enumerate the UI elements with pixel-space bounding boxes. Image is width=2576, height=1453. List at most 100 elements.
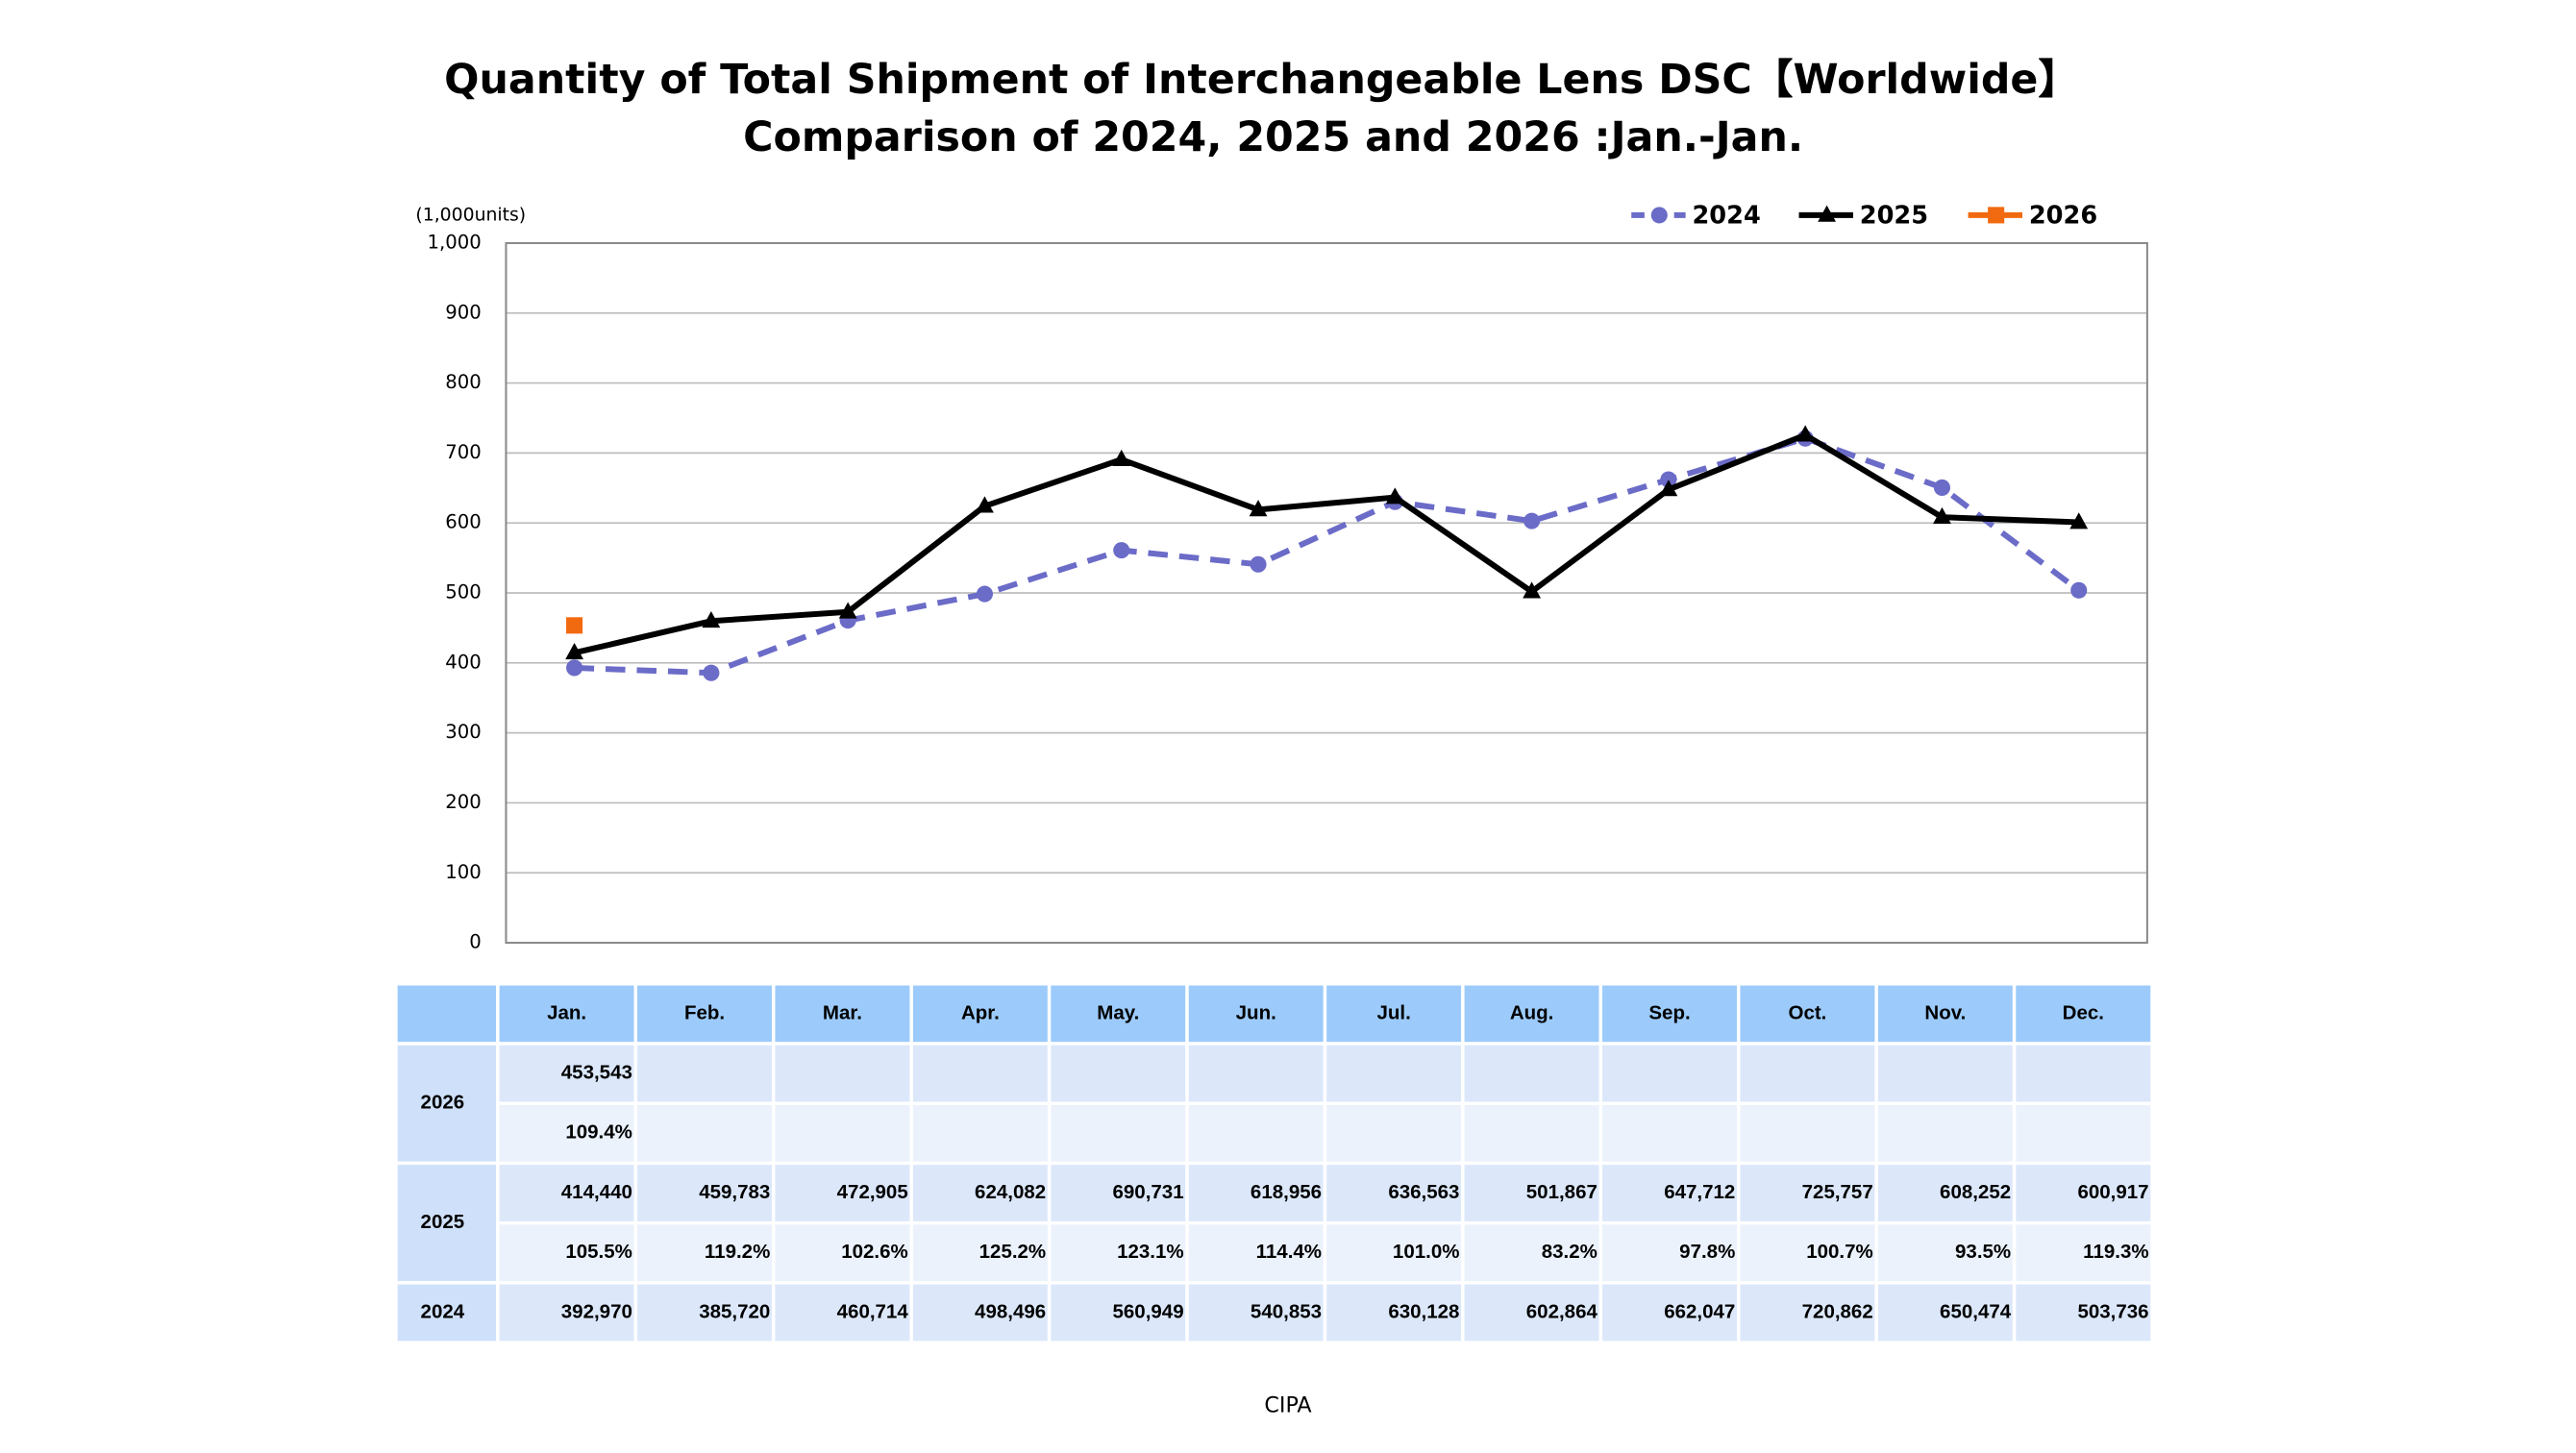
y-tick-label: 500 xyxy=(445,581,482,603)
table-cell xyxy=(1598,1042,1741,1105)
table-cell xyxy=(1185,1042,1327,1105)
table-header-cell xyxy=(2012,982,2154,1046)
table-cell xyxy=(496,1220,638,1285)
table-row-header-cell xyxy=(394,1281,500,1344)
table-cell xyxy=(772,1281,913,1344)
legend-marker xyxy=(1988,207,2005,224)
table-value: 109.4% xyxy=(565,1121,632,1144)
y-tick-label: 0 xyxy=(469,931,482,953)
table-row-header: 2026 xyxy=(421,1092,465,1114)
table-header: Apr. xyxy=(961,1001,1000,1023)
table-cell xyxy=(1323,1101,1465,1166)
point xyxy=(1523,581,1541,599)
table-value: 630,128 xyxy=(1388,1300,1459,1322)
table-header-cell xyxy=(394,982,500,1046)
table-cell xyxy=(772,1042,913,1105)
table-value: 83.2% xyxy=(1542,1241,1598,1263)
line xyxy=(573,431,2079,656)
point xyxy=(1249,500,1268,517)
table-cell xyxy=(1874,1220,2017,1285)
point xyxy=(1112,449,1131,466)
point xyxy=(976,585,993,603)
table-value: 662,047 xyxy=(1664,1300,1735,1322)
table-cell xyxy=(1185,1101,1327,1166)
point xyxy=(565,643,583,660)
table-value: 503,736 xyxy=(2077,1300,2148,1322)
table-header-cell xyxy=(1874,982,2017,1046)
table-value: 600,917 xyxy=(2077,1181,2148,1203)
table-cell xyxy=(772,1161,913,1225)
table-cell xyxy=(1598,1281,1741,1344)
y-tick-label: 700 xyxy=(445,441,482,463)
table-cell xyxy=(909,1281,1052,1344)
table-value: 624,082 xyxy=(975,1181,1046,1203)
table-value: 102.6% xyxy=(841,1241,908,1263)
table-value: 498,496 xyxy=(975,1300,1046,1322)
table-value: 725,757 xyxy=(1802,1181,1873,1203)
legend-marker xyxy=(1650,207,1668,224)
table-cell xyxy=(633,1042,776,1105)
legend-marker xyxy=(1818,205,1837,222)
y-tick-label: 600 xyxy=(445,511,482,533)
line xyxy=(574,435,2081,677)
table-header: Oct. xyxy=(1789,1001,1827,1023)
point xyxy=(838,602,857,619)
table-value: 97.8% xyxy=(1679,1241,1735,1263)
point xyxy=(566,659,583,677)
point xyxy=(1933,506,1951,525)
y-tick-label: 800 xyxy=(445,371,482,393)
table-value: 501,867 xyxy=(1526,1181,1598,1203)
table-value: 560,949 xyxy=(1113,1300,1184,1322)
point xyxy=(702,611,721,628)
table-header-cell xyxy=(1185,982,1327,1046)
table-row-header: 2025 xyxy=(421,1211,465,1233)
point xyxy=(1385,487,1404,505)
y-axis-label: (1,000units) xyxy=(415,205,526,225)
point xyxy=(1933,479,1951,496)
table-cell xyxy=(1461,1281,1603,1344)
table-cell xyxy=(1874,1161,2017,1225)
table-value: 608,252 xyxy=(1940,1181,2011,1203)
point xyxy=(1659,480,1678,497)
table-value: 618,956 xyxy=(1251,1181,1322,1203)
legend-label: 2024 xyxy=(1692,202,1760,231)
point xyxy=(703,664,720,681)
table-cell xyxy=(633,1101,776,1166)
table-cell xyxy=(1323,1281,1465,1344)
point xyxy=(566,617,583,634)
table-header: May. xyxy=(1097,1001,1139,1023)
point xyxy=(1250,555,1267,573)
table-value: 453,543 xyxy=(561,1062,632,1084)
point xyxy=(1113,542,1130,559)
table-value: 125.2% xyxy=(979,1241,1047,1263)
y-tick-label: 100 xyxy=(445,861,482,883)
y-tick-label: 400 xyxy=(445,651,482,673)
table-value: 647,712 xyxy=(1664,1181,1735,1203)
plot-border xyxy=(505,241,2148,945)
point xyxy=(2069,512,2089,529)
point xyxy=(1523,512,1541,529)
table-header: Sep. xyxy=(1648,1001,1690,1023)
table-cell xyxy=(2012,1101,2154,1166)
table-value: 602,864 xyxy=(1526,1300,1598,1322)
table-header: Dec. xyxy=(2063,1001,2104,1023)
point xyxy=(2070,581,2088,599)
table-cell xyxy=(1598,1101,1741,1166)
table-value: 119.2% xyxy=(705,1241,770,1263)
table-value: 540,853 xyxy=(1251,1300,1322,1322)
table-header: Jun. xyxy=(1236,1001,1276,1023)
table-cell xyxy=(1598,1161,1741,1225)
table-cell xyxy=(1874,1101,2017,1166)
point xyxy=(1660,471,1677,488)
table-header: Jul. xyxy=(1377,1001,1411,1023)
y-tick-label: 300 xyxy=(445,721,482,743)
table-cell xyxy=(1047,1042,1189,1105)
table-header-cell xyxy=(909,982,1052,1046)
point xyxy=(1796,425,1815,442)
table-cell xyxy=(1047,1101,1189,1166)
table-header-cell xyxy=(1598,982,1741,1046)
table-value: 460,714 xyxy=(837,1300,909,1322)
table-value: 385,720 xyxy=(699,1300,770,1322)
table-value: 690,731 xyxy=(1113,1181,1184,1203)
table-header: Nov. xyxy=(1924,1001,1966,1023)
